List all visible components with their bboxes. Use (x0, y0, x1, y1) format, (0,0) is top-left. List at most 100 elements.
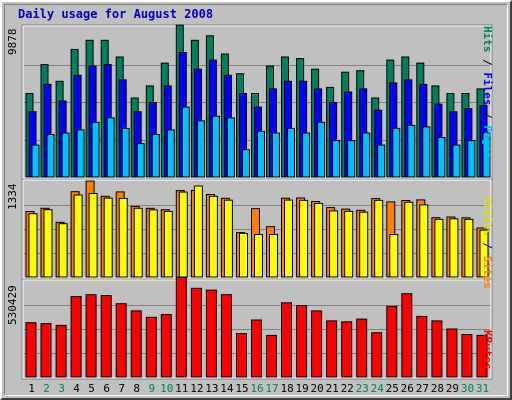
bar-pages-day-11 (181, 106, 190, 178)
bar-kbytes-day-8 (130, 310, 142, 378)
panel-frame (21, 278, 493, 380)
bar-kbytes-day-13 (205, 289, 217, 378)
bar-pages-day-4 (76, 129, 85, 178)
bar-pages-day-19 (302, 132, 311, 178)
bar-pages-day-1 (31, 144, 40, 178)
bar-visits-day-31 (479, 229, 489, 278)
bar-kbytes-day-10 (160, 314, 172, 378)
bar-kbytes-day-2 (40, 323, 52, 378)
bar-pages-day-25 (392, 127, 401, 178)
bar-kbytes-day-29 (446, 328, 458, 378)
inner-bevel (4, 4, 508, 396)
bar-visits-day-29 (449, 218, 459, 278)
day-tick-label: 8 (133, 382, 140, 395)
panel-frame-highlight (22, 25, 492, 179)
bar-visits-day-30 (464, 218, 474, 278)
day-tick-label: 12 (190, 382, 204, 395)
bar-visits-day-21 (329, 210, 339, 278)
bar-visits-day-4 (73, 194, 83, 278)
day-tick-label: 31 (475, 382, 490, 395)
bar-pages-day-8 (136, 143, 145, 178)
bar-kbytes-day-24 (371, 332, 383, 378)
bar-kbytes-day-28 (431, 320, 443, 378)
bar-visits-day-13 (208, 195, 218, 278)
panel-frame-highlight (22, 279, 492, 379)
bar-visits-day-5 (88, 193, 98, 278)
day-tick-label: 5 (88, 382, 95, 395)
bar-pages-day-26 (407, 124, 416, 178)
legend-visits: Visits (481, 196, 494, 236)
bar-visits-day-11 (178, 191, 188, 278)
bar-kbytes-day-14 (220, 294, 232, 378)
bar-pages-day-31 (482, 132, 491, 178)
day-tick-label: 11 (175, 382, 189, 395)
bar-visits-day-26 (404, 201, 414, 278)
day-tick-label: 23 (355, 382, 369, 395)
bar-visits-day-7 (118, 197, 128, 278)
bar-pages-day-18 (287, 127, 295, 178)
bar-kbytes-day-22 (341, 321, 353, 378)
mid-panel-legend: Visits / Sites (481, 196, 494, 289)
bar-kbytes-day-1 (25, 322, 37, 378)
bar-visits-day-1 (28, 213, 38, 278)
day-tick-label: 6 (103, 382, 110, 395)
bar-pages-day-5 (91, 121, 100, 178)
day-tick-label: 25 (385, 382, 399, 395)
bar-visits-day-24 (374, 199, 384, 278)
day-tick-label: 21 (325, 382, 339, 395)
bar-visits-day-19 (299, 199, 309, 278)
bar-kbytes-day-19 (296, 305, 308, 378)
day-tick-label: 1 (28, 382, 35, 395)
bar-visits-day-23 (359, 211, 369, 278)
bar-visits-day-22 (344, 210, 354, 278)
bar-pages-day-23 (362, 132, 371, 178)
bar-visits-day-2 (43, 209, 53, 278)
bar-pages-day-21 (332, 140, 341, 178)
bar-pages-day-10 (166, 129, 175, 178)
bar-pages-day-30 (467, 140, 476, 178)
bar-pages-day-27 (422, 126, 431, 178)
top-panel-ymax-label: 9878 (6, 28, 19, 56)
bar-visits-day-9 (148, 209, 158, 278)
bar-kbytes-day-3 (55, 324, 67, 378)
bar-kbytes-day-12 (190, 287, 202, 378)
day-tick-label: 13 (205, 382, 219, 395)
bar-pages-day-7 (121, 127, 130, 178)
bar-kbytes-day-23 (356, 318, 368, 378)
day-tick-label: 2 (43, 382, 50, 395)
bar-pages-day-13 (211, 115, 220, 178)
bar-pages-day-28 (437, 137, 446, 178)
bar-kbytes-day-4 (70, 296, 82, 378)
day-tick-label: 9 (148, 382, 156, 395)
legend-hits: Hits (481, 26, 494, 53)
legend-sep: / (481, 235, 494, 256)
bar-pages-day-9 (151, 134, 160, 178)
day-tick-label: 19 (295, 382, 309, 395)
legend-kbytes: KBytes (481, 330, 494, 370)
day-tick-label: 27 (415, 382, 430, 395)
bar-visits-day-15 (239, 232, 248, 278)
bar-pages-day-29 (452, 144, 461, 178)
bar-pages-day-14 (226, 117, 235, 178)
bar-kbytes-day-17 (266, 334, 277, 378)
day-tick-label: 10 (160, 382, 174, 395)
bar-visits-day-6 (103, 197, 113, 278)
bottom-panel-ymax-label: 530429 (6, 285, 19, 325)
bar-kbytes-day-7 (115, 303, 127, 378)
day-tick-label: 20 (310, 382, 324, 395)
bar-pages-day-15 (242, 149, 250, 178)
bar-kbytes-day-30 (461, 334, 473, 378)
day-tick-label: 7 (118, 382, 125, 395)
bar-pages-day-3 (61, 132, 70, 178)
bottom-panel-legend: KBytes (481, 330, 494, 370)
bar-visits-day-28 (434, 218, 444, 278)
bar-kbytes-day-9 (145, 316, 157, 378)
bar-visits-day-3 (58, 223, 68, 278)
bar-visits-day-20 (314, 202, 324, 278)
bar-kbytes-day-27 (416, 315, 428, 378)
bar-kbytes-day-11 (175, 277, 187, 378)
day-tick-label: 22 (340, 382, 354, 395)
day-tick-label: 24 (370, 382, 384, 395)
